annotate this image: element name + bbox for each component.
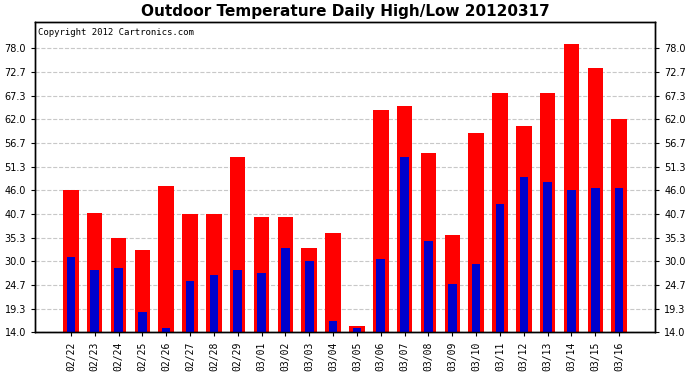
Bar — [135, 251, 150, 375]
Bar — [254, 217, 269, 375]
Bar — [87, 213, 102, 375]
Bar — [591, 188, 600, 375]
Bar — [611, 119, 627, 375]
Bar — [329, 321, 337, 375]
Bar — [397, 106, 413, 375]
Bar — [281, 248, 290, 375]
Bar — [567, 190, 575, 375]
Bar — [377, 259, 385, 375]
Bar — [90, 270, 99, 375]
Bar — [111, 238, 126, 375]
Bar — [421, 153, 436, 375]
Bar — [138, 312, 147, 375]
Bar — [210, 275, 218, 375]
Bar — [564, 44, 579, 375]
Bar — [400, 157, 409, 375]
Bar — [472, 264, 480, 375]
Bar — [588, 68, 603, 375]
Bar — [540, 93, 555, 375]
Bar — [492, 93, 508, 375]
Bar — [495, 204, 504, 375]
Bar — [444, 235, 460, 375]
Text: Copyright 2012 Cartronics.com: Copyright 2012 Cartronics.com — [38, 28, 194, 37]
Bar — [424, 242, 433, 375]
Bar — [373, 111, 388, 375]
Bar — [302, 248, 317, 375]
Bar — [257, 273, 266, 375]
Bar — [353, 328, 361, 375]
Bar — [516, 126, 531, 375]
Bar — [206, 214, 221, 375]
Bar — [520, 177, 528, 375]
Bar — [63, 190, 79, 375]
Bar — [230, 157, 246, 375]
Bar — [186, 281, 195, 375]
Bar — [233, 270, 242, 375]
Bar — [182, 214, 198, 375]
Bar — [448, 284, 457, 375]
Bar — [305, 261, 313, 375]
Bar — [159, 186, 174, 375]
Bar — [349, 326, 365, 375]
Bar — [469, 133, 484, 375]
Bar — [115, 268, 123, 375]
Bar — [67, 257, 75, 375]
Bar — [162, 328, 170, 375]
Bar — [325, 232, 341, 375]
Title: Outdoor Temperature Daily High/Low 20120317: Outdoor Temperature Daily High/Low 20120… — [141, 4, 549, 19]
Bar — [277, 217, 293, 375]
Bar — [615, 188, 623, 375]
Bar — [543, 182, 552, 375]
